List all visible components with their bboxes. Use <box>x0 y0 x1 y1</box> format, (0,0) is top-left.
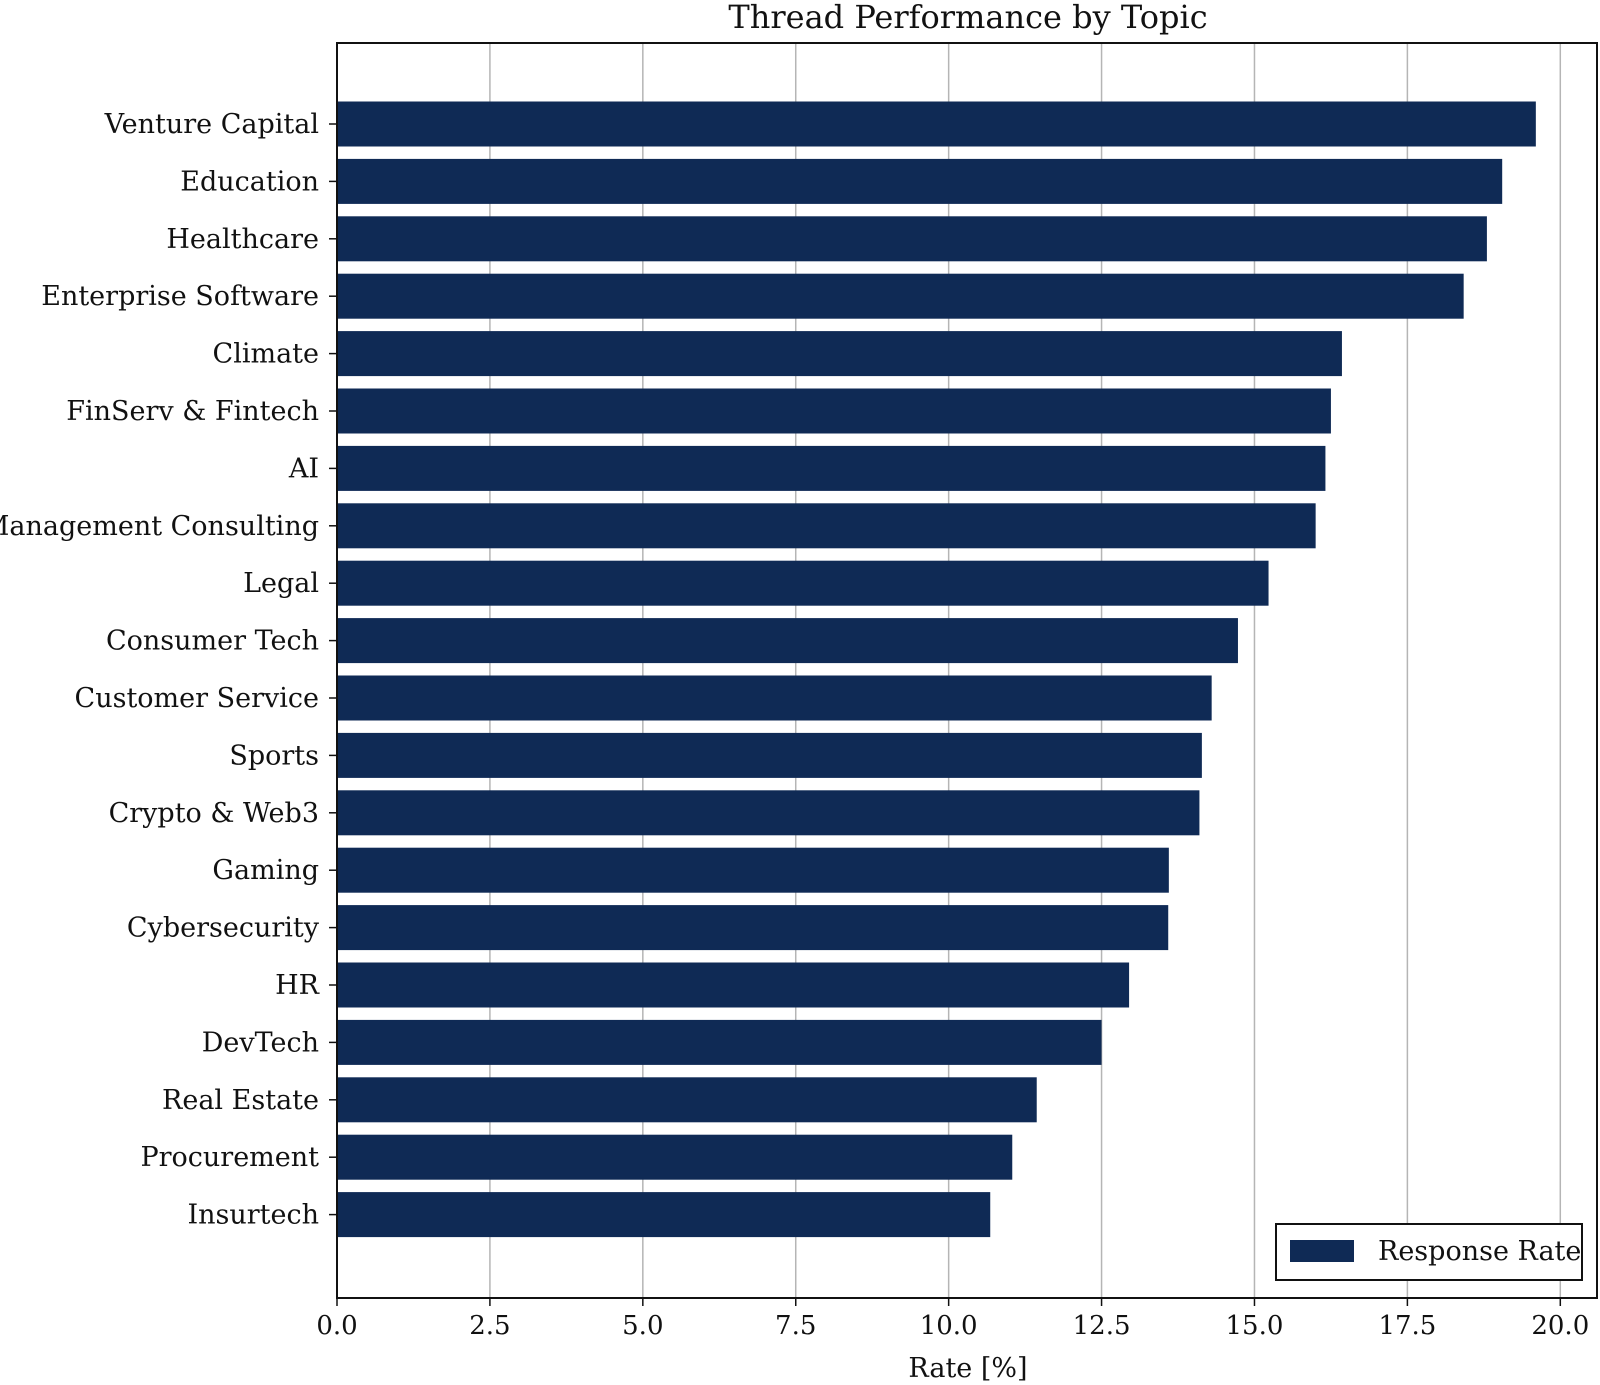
y-tick-label: DevTech <box>202 1027 319 1058</box>
y-tick-label: FinServ & Fintech <box>66 396 319 427</box>
bar <box>337 331 1342 377</box>
bar <box>337 560 1269 606</box>
y-tick-label: Procurement <box>140 1142 319 1173</box>
bar <box>337 216 1487 262</box>
bar <box>337 790 1200 836</box>
x-axis-label: Rate [%] <box>908 1353 1027 1384</box>
bar <box>337 905 1169 951</box>
y-tick-label: Gaming <box>212 855 319 886</box>
bar <box>337 962 1130 1008</box>
bar <box>337 388 1331 434</box>
x-tick-label: 0.0 <box>316 1311 357 1341</box>
bar <box>337 732 1202 778</box>
y-tick-label: HR <box>275 970 320 1001</box>
y-axis-labels: Venture Capital Education Healthcare Enterp… <box>0 109 337 1231</box>
legend-swatch <box>1290 1240 1354 1262</box>
bar <box>337 158 1503 204</box>
y-tick-label: Real Estate <box>162 1085 319 1116</box>
y-tick-label: Customer Service <box>75 683 319 714</box>
y-tick-label: Crypto & Web3 <box>109 798 319 829</box>
y-tick-label: Management Consulting <box>0 511 319 542</box>
bars <box>337 101 1536 1238</box>
y-tick-label: Climate <box>213 339 319 370</box>
x-axis-ticks: 0.0 2.5 5.0 7.5 10.0 12.5 15.0 17.5 20.0 <box>316 1298 1589 1341</box>
bar <box>337 675 1212 721</box>
y-tick-label: Legal <box>243 568 319 599</box>
bar <box>337 445 1326 491</box>
y-tick-label: Insurtech <box>187 1200 319 1231</box>
bar <box>337 101 1536 147</box>
plot-frame <box>336 42 1598 1299</box>
x-tick-label: 7.5 <box>775 1311 816 1341</box>
legend-label: Response Rate <box>1378 1236 1581 1267</box>
bar <box>337 1019 1102 1065</box>
x-tick-label: 20.0 <box>1531 1311 1589 1341</box>
x-tick-label: 17.5 <box>1378 1311 1436 1341</box>
bar <box>337 847 1169 893</box>
x-tick-label: 15.0 <box>1226 1311 1284 1341</box>
chart-title: Thread Performance by Topic <box>728 0 1207 36</box>
y-tick-label: Education <box>180 166 319 197</box>
y-tick-label: Venture Capital <box>104 109 319 140</box>
y-tick-label: Sports <box>229 740 319 771</box>
x-tick-label: 10.0 <box>920 1311 978 1341</box>
y-tick-label: AI <box>288 453 319 484</box>
bar <box>337 618 1238 664</box>
x-tick-label: 12.5 <box>1073 1311 1131 1341</box>
bar <box>337 273 1464 319</box>
bar <box>337 1134 1013 1180</box>
y-tick-label: Enterprise Software <box>41 281 319 312</box>
x-tick-label: 2.5 <box>469 1311 510 1341</box>
bar <box>337 1077 1037 1123</box>
y-tick-label: Healthcare <box>166 224 319 255</box>
x-tick-label: 5.0 <box>622 1311 663 1341</box>
bar <box>337 503 1316 549</box>
legend: Response Rate <box>1275 1223 1583 1281</box>
y-tick-label: Cybersecurity <box>127 913 320 944</box>
y-tick-label: Consumer Tech <box>106 626 319 657</box>
bar <box>337 1192 991 1238</box>
